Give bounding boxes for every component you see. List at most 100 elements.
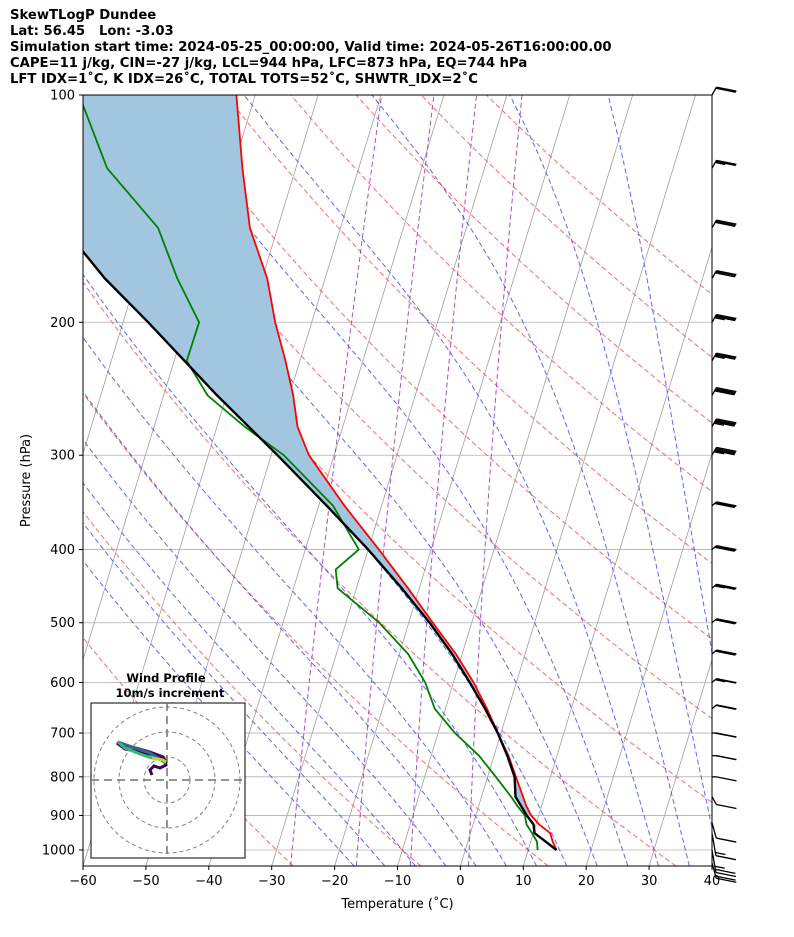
wind-barb-flag <box>714 421 735 427</box>
wind-barb-920 <box>711 822 737 843</box>
wind-barb-flag <box>715 875 736 881</box>
wind-barb-550 <box>711 649 737 656</box>
x-tick-label--30: −30 <box>258 874 285 889</box>
y-tick-label-900: 900 <box>50 809 75 824</box>
wind-barb-flag <box>714 502 735 509</box>
x-tick-label-20: 20 <box>578 874 595 889</box>
wind-barb-flag <box>715 389 736 395</box>
wind-barb-100 <box>711 86 737 96</box>
moist-adiabat-0 <box>83 390 477 866</box>
wind-barb-flag <box>716 677 737 684</box>
y-tick-label-500: 500 <box>50 616 75 631</box>
wind-barb-flag <box>715 545 736 551</box>
wind-barb-flag <box>714 390 735 396</box>
wind-barb-staff <box>711 160 717 169</box>
moist-adiabat-45 <box>607 95 712 656</box>
wind-barb-half-flag <box>713 451 725 455</box>
wind-barb-flag <box>716 776 737 782</box>
wind-profile-subtitle: 10m/s increment <box>116 686 225 700</box>
wind-barb-450 <box>711 583 737 590</box>
moist-adiabat-35 <box>371 95 690 866</box>
wind-barb-175 <box>711 270 737 279</box>
moist-adiabat-10 <box>83 273 537 866</box>
wind-barbs <box>711 86 737 883</box>
cape-fill-layer <box>83 95 532 816</box>
dry-adiabat-110 <box>225 95 712 565</box>
x-tick-label-0: 0 <box>456 874 464 889</box>
wind-barb-flag <box>715 272 736 278</box>
wind-barb-flag <box>716 544 737 551</box>
wind-barb-650 <box>711 704 737 711</box>
wind-barb-flag <box>716 219 737 225</box>
wind-barb-half-flag <box>714 585 725 589</box>
wind-profile-rings <box>91 703 245 858</box>
hodograph-trace-top <box>151 756 167 764</box>
wind-barb-flag <box>715 650 736 656</box>
wind-barb-275 <box>711 418 737 428</box>
wind-barb-staff <box>711 352 717 362</box>
x-tick-label--50: −50 <box>132 874 159 889</box>
wind-barb-staff <box>711 796 717 805</box>
wind-barb-flag <box>715 649 736 656</box>
dry-adiabat-150 <box>355 95 712 424</box>
mixing-ratio-1 <box>355 95 435 866</box>
isotherm-40 <box>711 864 712 866</box>
wind-barb-700 <box>712 732 737 738</box>
x-tick-label--40: −40 <box>195 874 222 889</box>
temperature-line <box>235 95 558 851</box>
y-tick-label-100: 100 <box>50 89 75 104</box>
isotherm-30 <box>648 658 712 866</box>
y-tick-label-600: 600 <box>50 676 75 691</box>
wind-barb-staff <box>711 849 717 873</box>
dry-adiabat-170 <box>420 95 712 358</box>
wind-barb-flag <box>715 501 736 508</box>
chart-title-block: SkewTLogP Dundee Lat: 56.45 Lon: -3.03 S… <box>10 8 612 88</box>
wind-barb-flag <box>715 87 736 93</box>
wind-barb-flag <box>716 649 737 655</box>
wind-barb-flag <box>716 418 737 424</box>
wind-barb-flag <box>716 837 737 843</box>
parcel-line <box>83 249 558 851</box>
y-tick-label-400: 400 <box>50 543 75 558</box>
wind-barb-flag <box>715 420 736 426</box>
x-tick-label-10: 10 <box>515 874 532 889</box>
wind-barb-225 <box>711 352 737 362</box>
wind-barb-flag <box>714 450 735 456</box>
y-tick-label-700: 700 <box>50 727 75 742</box>
wind-barb-staff <box>711 387 717 396</box>
wind-barb-flag <box>715 419 736 425</box>
stability-indices: LFT IDX=1˚C, K IDX=26˚C, TOTAL TOTS=52˚C… <box>10 72 478 87</box>
x-tick-label--20: −20 <box>321 874 348 889</box>
mixing-ratio-4 <box>468 95 523 866</box>
wind-barb-flag <box>716 704 737 710</box>
wind-barb-flag <box>715 704 736 711</box>
wind-barb-600 <box>711 677 737 684</box>
wind-barb-1000 <box>711 849 737 878</box>
wind-barb-flag <box>715 447 736 454</box>
wind-barb-flag <box>716 618 737 624</box>
dry-adiabat-50 <box>83 175 712 804</box>
y-tick-label-800: 800 <box>50 770 75 785</box>
wind-barb-half-flag <box>714 865 725 869</box>
wind-barb-flag <box>715 221 736 227</box>
profile-lines <box>83 95 558 851</box>
wind-barb-flag <box>715 388 736 394</box>
wind-barb-flag <box>716 501 737 507</box>
wind-barb-150 <box>711 219 737 229</box>
wind-barb-half-flag <box>715 732 726 736</box>
wind-barb-flag <box>715 220 736 226</box>
wind-barb-flag <box>716 352 737 358</box>
wind-barb-flag <box>715 314 736 321</box>
wind-profile-title: Wind Profile <box>126 671 206 685</box>
x-tick-label--10: −10 <box>384 874 411 889</box>
wind-barb-half-flag <box>714 355 725 360</box>
y-axis-label: Pressure (hPa) <box>19 434 34 527</box>
wind-barb-flag <box>715 871 737 878</box>
moist-adiabat-20 <box>83 108 598 866</box>
cape-area <box>83 95 532 816</box>
wind-barb-half-flag <box>715 851 726 856</box>
wind-barb-400 <box>711 544 737 552</box>
wind-profile-inset: Wind Profile 10m/s increment <box>90 671 246 859</box>
wind-barb-flag <box>715 584 736 590</box>
